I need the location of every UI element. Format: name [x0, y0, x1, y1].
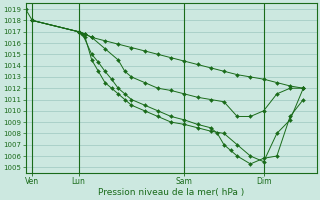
X-axis label: Pression niveau de la mer( hPa ): Pression niveau de la mer( hPa )	[98, 188, 244, 197]
